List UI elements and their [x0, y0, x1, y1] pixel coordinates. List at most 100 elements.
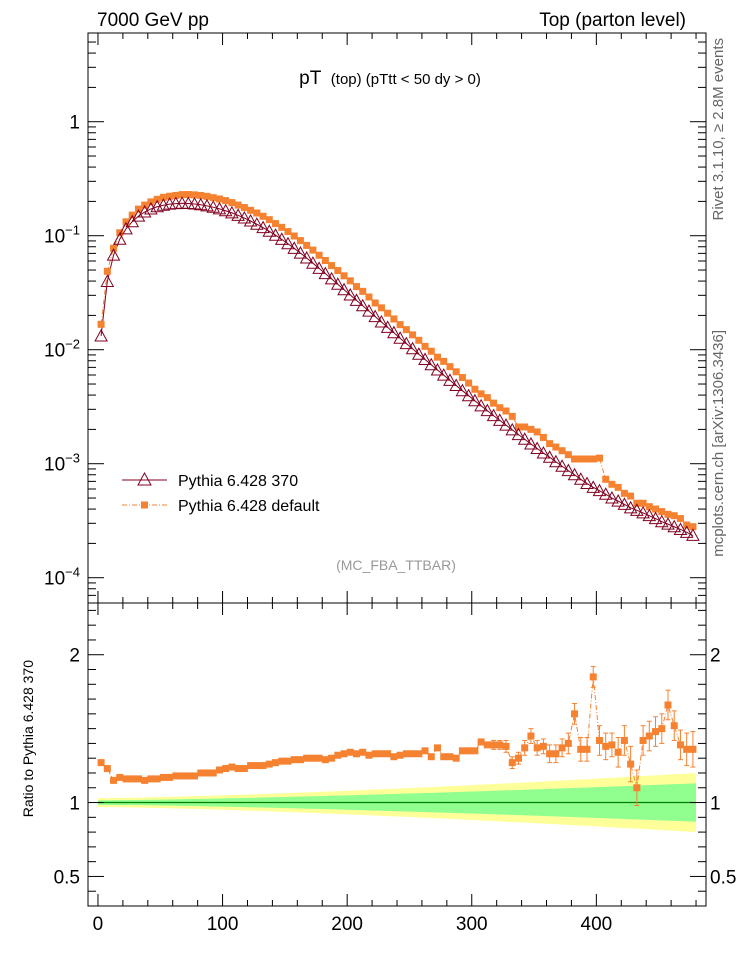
ratio-point [340, 750, 348, 758]
series-370-point [312, 261, 326, 274]
series-370-point [144, 201, 158, 215]
watermark: (MC_FBA_TTBAR) [336, 557, 456, 573]
legend-label-default: Pythia 6.428 default [178, 498, 320, 515]
ratio-point [390, 753, 398, 761]
series-370-point [536, 446, 551, 459]
series-default-point [546, 440, 554, 448]
ratio-point [577, 745, 585, 753]
mcplots-label: mcplots.cern.ch [arXiv:1306.3436] [710, 330, 727, 557]
series-default-point [228, 199, 236, 207]
ratio-point [116, 773, 124, 781]
series-default-point [147, 198, 155, 206]
series-370-point [274, 232, 289, 245]
main-title-sub: (top) (pTtt < 50 dy > 0) [331, 71, 481, 88]
ratio-point [153, 775, 161, 783]
series-370-point [355, 298, 370, 312]
series-default-point [508, 412, 516, 420]
ratio-point [290, 756, 298, 764]
series-370-point [474, 398, 488, 412]
ratio-point [558, 744, 566, 752]
series-370-point [630, 503, 644, 516]
series-370-point [306, 256, 320, 269]
ratio-point [384, 750, 392, 758]
ratio-point [471, 747, 479, 755]
ratio-point [527, 732, 535, 740]
series-370-point [530, 441, 545, 454]
ratio-point [564, 739, 572, 747]
series-default-point [191, 191, 199, 199]
series-370-point [561, 463, 576, 477]
series-default-point [346, 277, 354, 285]
ratio-point [409, 750, 417, 758]
series-370-point [119, 221, 133, 235]
series-default-point [222, 197, 230, 205]
series-default-point [215, 195, 223, 203]
legend-label-370: Pythia 6.428 370 [178, 473, 298, 490]
ratio-point [602, 742, 610, 750]
ratio-y-tick-labels: 0.5 0.5 1 1 2 2 [54, 646, 737, 889]
series-default-point [502, 407, 510, 415]
series-370-point [468, 393, 482, 407]
ratio-point [309, 754, 317, 762]
series-370-point [654, 514, 669, 528]
main-y-tick-label: 1 [69, 113, 80, 134]
series-default-point [290, 232, 298, 240]
series-370-point [455, 383, 470, 397]
series-370-point [287, 241, 302, 254]
series-370-point [686, 528, 700, 541]
ratio-y-axis-label: Ratio to Pythia 6.428 370 [20, 660, 36, 817]
series-370-point [225, 205, 239, 219]
series-370-point [617, 497, 632, 510]
ratio-point [365, 751, 373, 759]
ratio-point [639, 736, 647, 744]
ratio-point [259, 762, 267, 770]
series-370-point [673, 522, 688, 535]
ratio-point [458, 747, 466, 755]
series-default-point [571, 455, 579, 463]
series-default-point [440, 357, 448, 365]
series-default-point [309, 246, 317, 254]
series-370-point [374, 314, 389, 328]
ratio-point [147, 775, 155, 783]
series-370-point [387, 325, 401, 339]
series-370-point [443, 373, 457, 386]
ratio-point [328, 754, 336, 762]
series-370-point [212, 201, 227, 215]
ratio-point [396, 751, 404, 759]
ratio-point [359, 748, 367, 756]
ratio-point [583, 745, 591, 753]
series-default-point [209, 194, 217, 202]
ratio-point [627, 760, 635, 768]
series-default-point [97, 320, 105, 328]
ratio-point [284, 757, 292, 765]
ratio-point [103, 765, 111, 773]
ratio-point [97, 759, 105, 767]
series-default-point [240, 204, 248, 212]
series-default-point [539, 433, 547, 441]
series-default-point [247, 206, 255, 214]
ratio-point [514, 754, 522, 762]
series-default-point [153, 195, 161, 203]
series-370-point [661, 517, 675, 530]
ratio-point [502, 742, 510, 750]
ratio-point [265, 760, 273, 768]
ratio-point [203, 769, 211, 777]
ratio-point [278, 757, 286, 765]
series-default-point [689, 523, 697, 531]
series-370-point [679, 525, 694, 538]
series-default-point [652, 505, 660, 513]
series-default-point [415, 336, 423, 344]
series-370-point [337, 282, 351, 296]
series-default-point [184, 191, 192, 199]
series-default-point [433, 353, 441, 361]
series-370-point [586, 480, 601, 493]
series-370-point [94, 328, 108, 342]
series-default-point [166, 192, 174, 200]
ratio-point [128, 775, 136, 783]
series-370-point [362, 304, 376, 317]
x-tick-labels: 0 100 200 300 400 [93, 914, 613, 935]
main-y-tick-labels: 1 10−1 10−2 10−3 10−4 [44, 113, 80, 590]
series-370-point [243, 213, 258, 227]
series-370-point [486, 408, 501, 422]
series-370-line [100, 202, 694, 536]
